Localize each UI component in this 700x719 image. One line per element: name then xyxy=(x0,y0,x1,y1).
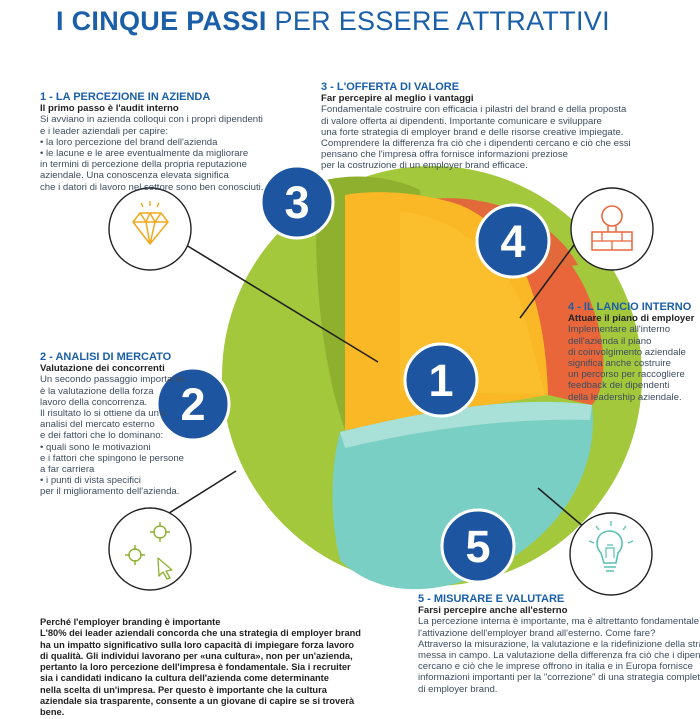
section-3-line: Comprendere la differenza fra ciò che i … xyxy=(321,138,631,150)
diamond-icon xyxy=(108,187,192,271)
section-1: 1 - LA PERCEZIONE IN AZIENDA Il primo pa… xyxy=(40,91,264,193)
section-3-heading: 3 - L'OFFERTA DI VALORE xyxy=(321,81,460,93)
title-light: PER ESSERE ATTRATTIVI xyxy=(266,6,610,36)
badge-4: 4 xyxy=(475,203,551,279)
badge-4-label: 4 xyxy=(500,216,525,267)
bricks-icon xyxy=(570,187,654,271)
badge-2: 2 xyxy=(155,366,231,442)
section-2-line: e i fattori che spingono le persone xyxy=(40,452,184,464)
section-5-heading: 5 - MISURARE E VALUTARE xyxy=(418,593,565,605)
section-4-line: di coinvolgimento aziendale xyxy=(568,346,686,358)
section-4-line: un percorso per raccogliere xyxy=(568,369,685,381)
section-2-subheading: Valutazione dei concorrenti xyxy=(40,363,165,375)
section-2-line: • quali sono le motivazioni xyxy=(40,441,151,453)
connector-2 xyxy=(157,470,237,521)
badge-5-label: 5 xyxy=(465,521,490,572)
connector-4 xyxy=(519,244,575,319)
section-2-line: • i punti di vista specifici xyxy=(40,475,141,487)
section-3-subheading: Far percepire al meglio i vantaggi xyxy=(321,93,474,105)
section-4-line: della leadership aziendale. xyxy=(568,391,682,403)
section-1-line: aziendale. Una conoscenza elevata signif… xyxy=(40,170,229,182)
section-1-subheading: Il primo passo è l'audit interno xyxy=(40,103,179,115)
section-5-line: La percezione interna è importante, ma è… xyxy=(418,616,700,628)
lightbulb-icon xyxy=(569,512,653,596)
section-5-subheading: Farsi percepire anche all'esterno xyxy=(418,605,568,617)
section-3-line: per la costruzione di un employer brand … xyxy=(321,160,528,172)
section-4-line: dell'azienda il piano xyxy=(568,335,652,347)
section-3-line: Fondamentale costruire con efficacia i p… xyxy=(321,104,627,116)
footer-note: Perché l'employer branding è importante … xyxy=(40,617,370,719)
section-5-line: Attraverso la misurazione, la valutazion… xyxy=(418,638,700,650)
section-1-heading: 1 - LA PERCEZIONE IN AZIENDA xyxy=(40,91,211,103)
section-5-line: messa in campo. La valutazione della dif… xyxy=(418,650,700,662)
section-2-line: per il miglioramento dell'azienda. xyxy=(40,486,180,498)
section-1-line: in termini di percezione della propria r… xyxy=(40,159,247,171)
badge-2-label: 2 xyxy=(180,379,205,430)
badge-3-label: 3 xyxy=(284,177,309,228)
section-3: 3 - L'OFFERTA DI VALORE Far percepire al… xyxy=(321,81,631,172)
badge-1: 1 xyxy=(403,342,479,418)
footer-line: ha un impatto significativo sulla loro c… xyxy=(40,639,355,650)
section-1-line: • la loro percezione del brand dell'azie… xyxy=(40,136,218,148)
section-1-line: Si avviano in azienda colloqui con i pro… xyxy=(40,114,263,126)
title-bold: I CINQUE PASSI xyxy=(56,6,267,36)
section-2-line: Un secondo passaggio importante xyxy=(40,374,186,386)
footer-line: pertanto la loro percezione dell'impresa… xyxy=(40,662,351,673)
footer-line: aziendale sia trasparente, consente a un… xyxy=(40,696,355,707)
section-5-line: l'attivazione dell'employer brand all'es… xyxy=(418,627,656,639)
section-2-line: Il risultato lo si ottiene da un'a xyxy=(40,408,167,420)
section-2-line: a far carriera xyxy=(40,464,95,476)
section-3-line: di valore offerta ai dipendenti. Importa… xyxy=(321,115,602,127)
page-title: I CINQUE PASSI PER ESSERE ATTRATTIVI xyxy=(56,6,610,37)
section-2-heading: 2 - ANALISI DI MERCATO xyxy=(40,351,172,363)
section-2: 2 - ANALISI DI MERCATO Valutazione dei c… xyxy=(40,351,186,498)
connector-1 xyxy=(185,244,379,363)
section-1-line: e i leader aziendali per capire: xyxy=(40,125,168,137)
badge-1-label: 1 xyxy=(428,355,453,406)
badge-3: 3 xyxy=(259,164,335,240)
section-2-line: è la valutazione della forza xyxy=(40,385,154,397)
section-5-line: informazioni importanti per la "correzio… xyxy=(418,672,700,684)
connector-5 xyxy=(537,487,586,529)
section-3-line: una forte strategia di employer brand e … xyxy=(321,126,624,138)
footer-line: bene. xyxy=(40,707,65,718)
footer-line: nella scelta di un'impresa. Per questo è… xyxy=(40,684,327,695)
badge-5: 5 xyxy=(440,508,516,584)
section-3-line: pensano che l'impresa offra fornisce inf… xyxy=(321,149,568,161)
footer-line: di qualità. Gli individui lavorano per «… xyxy=(40,650,353,661)
section-4-line: feedback dei dipendenti xyxy=(568,380,670,392)
footer-line: Perché l'employer branding è importante xyxy=(40,617,221,627)
target-icon xyxy=(108,507,192,591)
layer-teal xyxy=(332,401,594,590)
footer-line: sia i candidati indicano la cultura dell… xyxy=(40,673,329,684)
section-5-line: di employer brand. xyxy=(418,683,498,695)
section-4: 4 - IL LANCIO INTERNO Attuare il piano d… xyxy=(568,301,695,403)
section-5-line: cercano e ciò che le imprese offrono in … xyxy=(418,661,693,673)
section-4-heading: 4 - IL LANCIO INTERNO xyxy=(568,301,692,313)
section-2-line: analisi del mercato esterno xyxy=(40,419,155,431)
section-2-line: lavoro della concorrenza. xyxy=(40,396,148,408)
section-4-line: significa anche costruire xyxy=(568,358,671,370)
section-5: 5 - MISURARE E VALUTARE Farsi percepire … xyxy=(418,593,700,695)
footer-line: L'80% dei leader aziendali concorda che … xyxy=(40,628,361,639)
section-1-line: che i datori di lavoro nel settore sono … xyxy=(40,181,264,193)
section-1-line: • le lacune e le aree eventualmente da m… xyxy=(40,148,249,160)
section-2-line: e dei fattori che lo dominano: xyxy=(40,430,164,442)
section-4-line: Implementare all'interno xyxy=(568,324,671,336)
section-4-subheading: Attuare il piano di employer xyxy=(568,313,695,325)
layer-teal-top xyxy=(340,401,592,448)
